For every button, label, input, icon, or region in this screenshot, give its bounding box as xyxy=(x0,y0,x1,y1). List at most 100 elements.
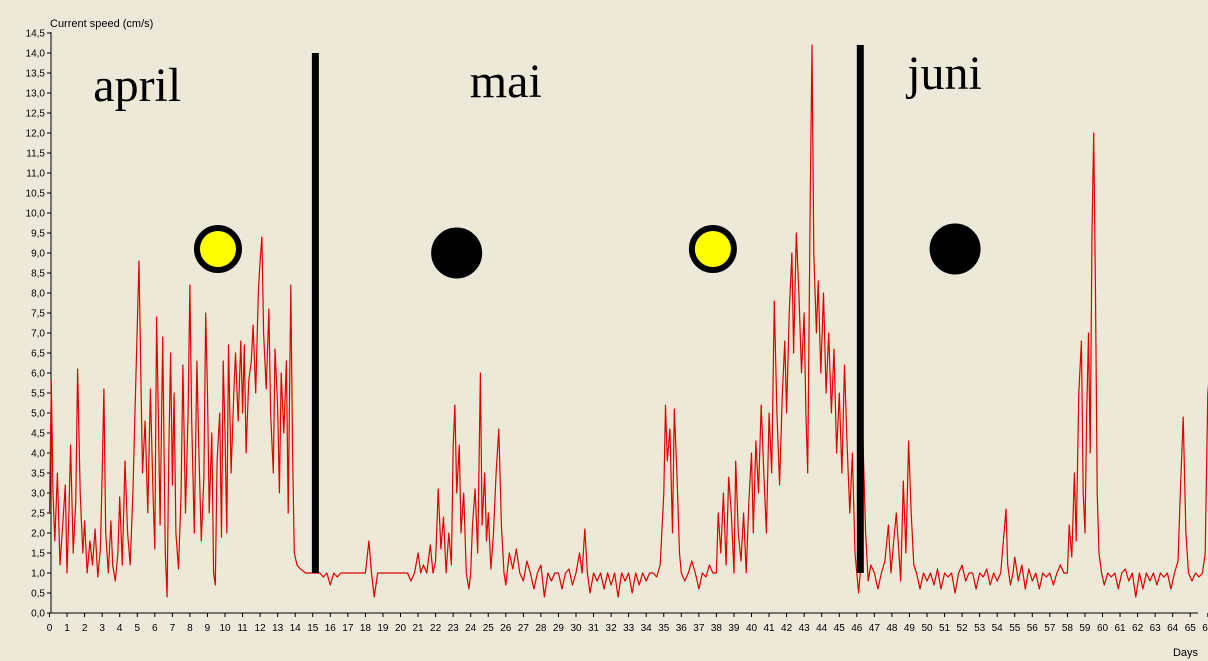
x-tick-label: 10 xyxy=(219,623,231,634)
y-tick-label: 11,0 xyxy=(26,169,45,180)
y-tick-label: 10,0 xyxy=(26,209,46,220)
x-tick-label: 43 xyxy=(799,623,811,634)
y-tick-label: 0,5 xyxy=(31,589,45,600)
y-tick-label: 7,5 xyxy=(31,309,45,320)
y-tick-label: 9,0 xyxy=(31,249,45,260)
x-tick-label: 36 xyxy=(676,623,688,634)
x-tick-label: 17 xyxy=(342,623,354,634)
x-tick-label: 50 xyxy=(921,623,933,634)
annotations-group: april mai juni xyxy=(93,45,982,573)
y-tick-label: 8,0 xyxy=(31,289,45,300)
x-tick-label: 15 xyxy=(307,623,319,634)
x-tick-label: 30 xyxy=(570,623,582,634)
x-tick-label: 19 xyxy=(377,623,389,634)
y-tick-label: 14,0 xyxy=(26,49,46,60)
y-tick-label: 11,5 xyxy=(26,149,45,160)
y-tick-label: 5,5 xyxy=(31,389,45,400)
month-label: mai xyxy=(470,55,542,108)
x-tick-label: 40 xyxy=(746,623,758,634)
y-tick-label: 5,0 xyxy=(31,409,45,420)
x-tick-label: 59 xyxy=(1079,623,1091,634)
y-tick-label: 13,5 xyxy=(26,69,46,80)
x-tick-label: 21 xyxy=(412,623,424,634)
x-axis-label: Days xyxy=(1173,647,1199,659)
y-tick-label: 1,0 xyxy=(31,569,45,580)
x-tick-label: 1 xyxy=(64,623,70,634)
y-tick-label: 4,5 xyxy=(31,429,45,440)
y-axis-label: Current speed (cm/s) xyxy=(50,18,153,30)
month-label: juni xyxy=(905,47,982,100)
y-tick-label: 3,5 xyxy=(31,469,45,480)
x-tick-label: 39 xyxy=(728,623,740,634)
current-speed-line xyxy=(48,44,1208,598)
x-tick-label: 51 xyxy=(939,623,951,634)
y-tick-label: 12,0 xyxy=(26,129,46,140)
x-tick-label: 64 xyxy=(1167,623,1179,634)
x-tick-label: 20 xyxy=(395,623,407,634)
x-tick-label: 63 xyxy=(1150,623,1162,634)
x-tick-label: 12 xyxy=(255,623,267,634)
y-tick-label: 6,5 xyxy=(31,349,45,360)
x-tick-label: 28 xyxy=(535,623,547,634)
x-tick-label: 47 xyxy=(869,623,881,634)
x-tick-label: 27 xyxy=(518,623,530,634)
x-tick-label: 23 xyxy=(448,623,460,634)
y-tick-label: 1,5 xyxy=(31,549,45,560)
x-tick-label: 42 xyxy=(781,623,793,634)
x-tick-label: 7 xyxy=(170,623,176,634)
x-tick-label: 60 xyxy=(1097,623,1109,634)
y-tick-label: 0,0 xyxy=(31,609,45,620)
x-tick-label: 66 xyxy=(1202,623,1208,634)
month-label: april xyxy=(93,59,181,112)
y-tick-label: 3,0 xyxy=(31,489,45,500)
x-tick-label: 14 xyxy=(290,623,302,634)
x-tick-label: 31 xyxy=(588,623,600,634)
x-tick-label: 25 xyxy=(483,623,495,634)
y-tick-label: 4,0 xyxy=(31,449,45,460)
x-tick-label: 48 xyxy=(886,623,898,634)
full-moon-marker xyxy=(193,225,242,273)
x-tick-label: 56 xyxy=(1027,623,1039,634)
new-moon-marker xyxy=(431,227,483,279)
x-tick-label: 11 xyxy=(237,623,248,634)
full-moon-marker xyxy=(688,225,737,273)
x-tick-label: 46 xyxy=(851,623,863,634)
y-tick-label: 6,0 xyxy=(31,369,45,380)
x-tick-label: 53 xyxy=(974,623,986,634)
x-tick-label: 8 xyxy=(187,623,193,634)
x-tick-label: 32 xyxy=(606,623,618,634)
x-tick-label: 0 xyxy=(47,623,53,634)
x-tick-label: 52 xyxy=(957,623,969,634)
y-tick-label: 14,5 xyxy=(26,29,46,40)
x-tick-label: 3 xyxy=(99,623,105,634)
x-tick-label: 33 xyxy=(623,623,635,634)
series-group xyxy=(48,44,1208,598)
x-tick-label: 38 xyxy=(711,623,723,634)
y-tick-label: 2,5 xyxy=(31,509,45,520)
x-tick-label: 16 xyxy=(325,623,337,634)
x-tick-label: 6 xyxy=(152,623,158,634)
y-tick-label: 8,5 xyxy=(31,269,45,280)
x-tick-label: 18 xyxy=(360,623,372,634)
y-tick-label: 9,5 xyxy=(31,229,45,240)
new-moon-marker xyxy=(929,223,981,275)
x-tick-label: 22 xyxy=(430,623,442,634)
x-tick-label: 55 xyxy=(1009,623,1021,634)
y-tick-label: 2,0 xyxy=(31,529,45,540)
y-tick-label: 7,0 xyxy=(31,329,45,340)
x-tick-label: 45 xyxy=(834,623,846,634)
x-tick-label: 34 xyxy=(641,623,653,634)
x-tick-label: 26 xyxy=(500,623,512,634)
x-tick-label: 65 xyxy=(1185,623,1197,634)
x-tick-label: 5 xyxy=(134,623,140,634)
x-tick-label: 58 xyxy=(1062,623,1074,634)
y-tick-label: 10,5 xyxy=(26,189,46,200)
x-tick-label: 54 xyxy=(992,623,1004,634)
x-tick-label: 13 xyxy=(272,623,284,634)
x-tick-label: 24 xyxy=(465,623,477,634)
x-tick-label: 4 xyxy=(117,623,123,634)
x-tick-label: 35 xyxy=(658,623,670,634)
x-tick-label: 9 xyxy=(205,623,211,634)
